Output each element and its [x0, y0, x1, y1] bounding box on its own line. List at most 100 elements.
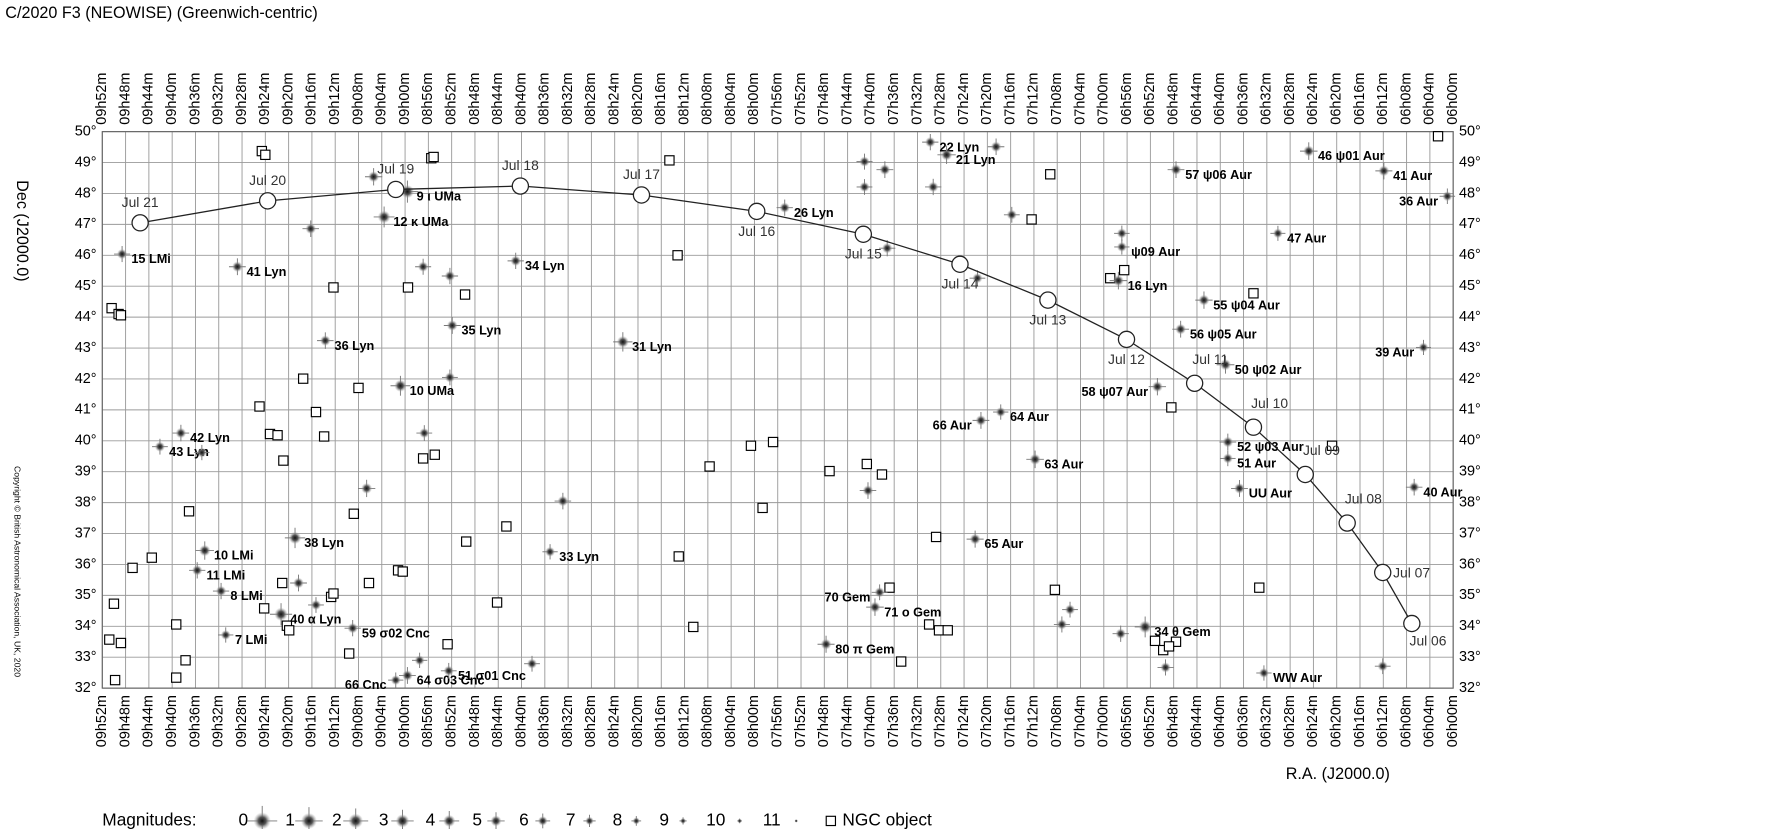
- star-glow: [632, 817, 640, 825]
- x-tick-label: 08h12m: [676, 73, 692, 125]
- ngc-object: [254, 401, 265, 412]
- star-glow: [1219, 359, 1232, 371]
- star-glow: [1234, 483, 1245, 494]
- star-glow: [191, 565, 203, 576]
- x-tick-label: 06h20m: [1329, 73, 1345, 125]
- x-tick-label: 06h04m: [1422, 695, 1438, 747]
- star-label: 40 α Lyn: [290, 612, 341, 626]
- star: [1114, 239, 1130, 255]
- star-glow: [1222, 436, 1234, 448]
- x-tick-label: 07h48m: [816, 695, 832, 747]
- star: [1231, 480, 1248, 497]
- star-label: 42 Lyn: [190, 431, 230, 445]
- x-tick-label: 06h12m: [1375, 695, 1391, 747]
- comet-date-label: Jul 08: [1345, 491, 1382, 507]
- star: [1256, 665, 1272, 681]
- x-tick-label: 08h00m: [746, 73, 762, 125]
- ngc-object: [459, 289, 471, 300]
- y-tick-label: 36°: [75, 556, 97, 572]
- comet-date-label: Jul 21: [122, 194, 159, 210]
- star-label: 38 Lyn: [304, 536, 344, 550]
- star-glow: [1056, 619, 1068, 630]
- x-tick-label: 09h00m: [397, 73, 413, 125]
- star-glow: [199, 544, 211, 557]
- star: [228, 258, 246, 276]
- ngc-object: [1248, 288, 1259, 299]
- ngc-object: [1045, 169, 1056, 180]
- star: [189, 562, 206, 579]
- star-glow: [1222, 453, 1233, 464]
- comet-position: [1039, 291, 1057, 309]
- star-label: 58 ψ07 Aur: [1081, 385, 1148, 399]
- star: [1219, 433, 1237, 451]
- star-glow: [1064, 604, 1076, 615]
- star-glow: [1160, 662, 1171, 673]
- star: [344, 620, 361, 637]
- star-label: 47 Aur: [1287, 231, 1326, 245]
- star-glow: [414, 655, 425, 666]
- star: [866, 598, 884, 616]
- x-tick-label: 09h32m: [211, 695, 227, 747]
- x-tick-label: 06h40m: [1212, 73, 1228, 125]
- x-tick-label: 06h24m: [1305, 695, 1321, 747]
- y-tick-label: 39°: [75, 464, 97, 480]
- x-axis-label: R.A. (J2000.0): [1286, 765, 1390, 783]
- star: [631, 816, 642, 826]
- star-glow: [446, 320, 458, 331]
- star: [1026, 450, 1044, 469]
- x-tick-label: 07h08m: [1049, 73, 1065, 125]
- x-tick-label: 06h04m: [1422, 73, 1438, 125]
- star: [357, 479, 376, 498]
- ngc-object: [104, 634, 115, 645]
- ngc-object: [297, 373, 309, 384]
- x-tick-label: 08h08m: [700, 73, 716, 125]
- comet-date-label: Jul 06: [1410, 633, 1447, 649]
- star-glow: [377, 210, 391, 224]
- star-glow: [300, 812, 317, 829]
- star: [583, 814, 596, 828]
- star-label: 34 θ Gem: [1154, 625, 1210, 639]
- star-glow: [1006, 209, 1017, 220]
- ngc-object: [861, 458, 873, 470]
- star: [295, 807, 323, 829]
- star: [442, 369, 458, 386]
- star-glow: [1112, 275, 1124, 287]
- star-glow: [368, 171, 380, 183]
- comet-position: [131, 214, 149, 232]
- x-tick-label: 09h48m: [117, 73, 133, 125]
- star: [390, 375, 411, 396]
- star: [343, 808, 369, 829]
- star-label: 41 Aur: [1393, 169, 1432, 183]
- star: [1374, 658, 1391, 675]
- y-tick-label: 37°: [1459, 525, 1481, 541]
- star-glow: [390, 675, 401, 686]
- star-label: 50 ψ02 Aur: [1235, 363, 1302, 377]
- star-glow: [444, 372, 456, 383]
- star: [194, 444, 210, 461]
- ngc-object: [109, 674, 121, 686]
- ngc-object: [664, 155, 675, 166]
- star-label: 59 σ02 Cnc: [362, 626, 430, 640]
- star: [1172, 320, 1190, 338]
- star-glow: [1258, 668, 1269, 678]
- star-label: 66 Cnc: [345, 678, 387, 692]
- x-tick-label: 07h20m: [979, 695, 995, 747]
- star: [218, 627, 234, 643]
- x-tick-label: 06h28m: [1282, 695, 1298, 747]
- x-tick-label: 09h44m: [141, 695, 157, 747]
- x-tick-label: 06h36m: [1235, 695, 1251, 747]
- star: [1220, 450, 1236, 467]
- star-label: 65 Aur: [984, 537, 1023, 551]
- star: [411, 652, 428, 668]
- star-label: 52 ψ03 Aur: [1237, 440, 1304, 454]
- y-tick-label: 44°: [1459, 309, 1481, 325]
- x-tick-label: 06h48m: [1165, 695, 1181, 747]
- ngc-object: [272, 430, 283, 441]
- x-tick-label: 08h20m: [630, 695, 646, 747]
- x-tick-label: 08h04m: [723, 73, 739, 125]
- star-label: 26 Lyn: [794, 206, 834, 220]
- star: [987, 138, 1005, 156]
- star-glow: [443, 665, 454, 676]
- comet-date-label: Jul 16: [738, 223, 775, 239]
